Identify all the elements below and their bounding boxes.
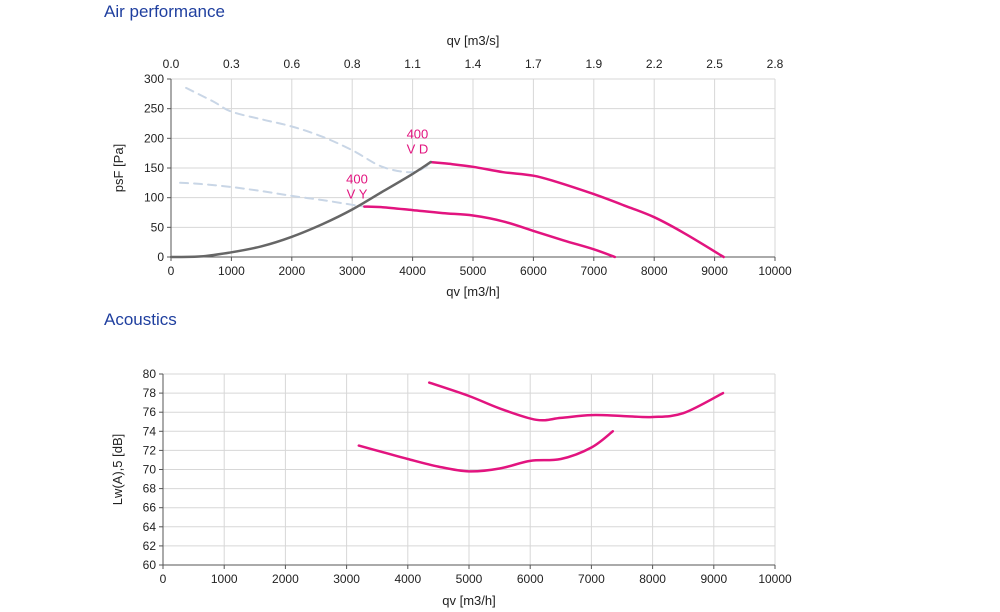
top-x-tick-label: 2.5 [706,57,723,71]
curve-label-vy: V Y [347,186,368,201]
y-axis-label: Lw(A),5 [dB] [110,434,125,506]
series-vy-curve [357,430,615,473]
top-x-tick-label: 0.0 [163,57,180,71]
x-axis-label: qv [m3/h] [446,284,499,299]
x-tick-label: 0 [160,572,167,586]
series-system-curve [169,160,432,259]
y-tick-label: 62 [143,539,157,553]
top-x-tick-label: 1.7 [525,57,542,71]
x-tick-label: 4000 [394,572,421,586]
acoustics-chart: 0 1000 2000 3000 4000 5000 6000 7000 8000 9000 100… [110,367,792,608]
curve-label-vy: 400 [346,171,368,186]
x-axis-label: qv [m3/h] [442,593,495,608]
top-x-tick-label: 1.1 [404,57,421,71]
y-tick-label: 150 [144,161,164,175]
y-tick-label: 66 [143,501,157,515]
air-performance-title: Air performance [104,2,225,21]
top-x-tick-label: 0.3 [223,57,240,71]
x-tick-label: 9000 [700,572,727,586]
series-vy-stall-curve [179,181,366,208]
x-tick-label: 8000 [639,572,666,586]
y-tick-label: 68 [143,482,157,496]
x-tick-label: 10000 [758,264,792,278]
y-tick-label: 300 [144,72,164,86]
top-x-tick-label: 0.8 [344,57,361,71]
y-tick-label: 74 [143,424,157,438]
curve-label-vd: 400 [407,126,429,141]
x-tick-label: 4000 [399,264,426,278]
y-axis-label: psF [Pa] [111,144,126,192]
x-tick-label: 7000 [578,572,605,586]
y-tick-label: 100 [144,191,164,205]
x-tick-label: 5000 [460,264,487,278]
y-tick-label: 250 [144,102,164,116]
acoustics-title: Acoustics [104,310,177,329]
y-tick-label: 0 [157,250,164,264]
top-x-tick-label: 2.2 [646,57,663,71]
x-tick-label: 6000 [517,572,544,586]
x-tick-label: 2000 [278,264,305,278]
y-tick-label: 64 [143,520,157,534]
y-tick-label: 200 [144,131,164,145]
x-tick-label: 6000 [520,264,547,278]
top-x-axis-label: qv [m3/s] [447,33,500,48]
x-tick-label: 3000 [339,264,366,278]
top-x-tick-label: 1.4 [465,57,482,71]
series-vy-curve [363,205,617,259]
x-tick-label: 9000 [701,264,728,278]
curve-label-vd: V D [407,141,429,156]
top-x-tick-label: 2.8 [767,57,784,71]
x-tick-label: 0 [168,264,175,278]
y-tick-label: 72 [143,443,157,457]
x-tick-label: 8000 [641,264,668,278]
x-tick-label: 10000 [758,572,792,586]
x-tick-label: 2000 [272,572,299,586]
y-tick-label: 60 [143,558,157,572]
x-tick-label: 1000 [211,572,238,586]
top-x-tick-label: 1.9 [585,57,602,71]
series-vd-stall-curve [185,86,432,174]
x-tick-label: 7000 [580,264,607,278]
x-tick-label: 1000 [218,264,245,278]
y-tick-label: 80 [143,367,157,381]
y-tick-label: 78 [143,386,157,400]
performance-chart: 0 1000 2000 3000 4000 5000 6000 7000 8000 9000 100… [111,33,792,299]
x-tick-label: 5000 [456,572,483,586]
x-tick-label: 3000 [333,572,360,586]
series-vd-curve [427,381,725,422]
top-x-tick-label: 0.6 [283,57,300,71]
y-tick-label: 76 [143,405,157,419]
y-tick-label: 70 [143,463,157,477]
y-tick-label: 50 [151,220,165,234]
series-vd-curve [429,160,725,259]
